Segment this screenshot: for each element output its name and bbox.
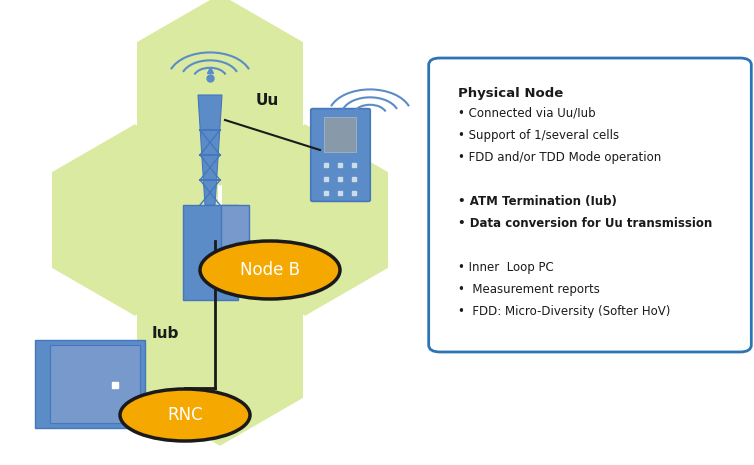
FancyBboxPatch shape <box>429 58 751 352</box>
Text: • ATM Termination (Iub): • ATM Termination (Iub) <box>458 195 617 208</box>
Polygon shape <box>53 125 217 315</box>
Text: • FDD and/or TDD Mode operation: • FDD and/or TDD Mode operation <box>458 151 661 164</box>
FancyBboxPatch shape <box>50 345 140 423</box>
FancyBboxPatch shape <box>35 340 145 428</box>
Text: Iub: Iub <box>152 326 179 340</box>
Polygon shape <box>222 125 388 315</box>
Text: • Inner  Loop PC: • Inner Loop PC <box>458 261 553 274</box>
FancyBboxPatch shape <box>311 109 370 201</box>
Text: Node B: Node B <box>240 261 300 279</box>
Polygon shape <box>138 0 302 185</box>
Ellipse shape <box>120 389 250 441</box>
Polygon shape <box>138 255 302 445</box>
Text: •  FDD: Micro-Diversity (Softer HoV): • FDD: Micro-Diversity (Softer HoV) <box>458 305 670 318</box>
Ellipse shape <box>200 241 340 299</box>
FancyBboxPatch shape <box>324 117 356 152</box>
FancyBboxPatch shape <box>183 205 238 300</box>
FancyBboxPatch shape <box>221 205 249 285</box>
Text: Uu: Uu <box>256 93 279 108</box>
Text: RNC: RNC <box>167 406 203 424</box>
Text: • Support of 1/several cells: • Support of 1/several cells <box>458 129 619 142</box>
Text: Physical Node: Physical Node <box>458 87 563 100</box>
Text: • Connected via Uu/Iub: • Connected via Uu/Iub <box>458 107 596 120</box>
Text: •  Measurement reports: • Measurement reports <box>458 283 600 296</box>
Text: • Data conversion for Uu transmission: • Data conversion for Uu transmission <box>458 217 713 230</box>
Polygon shape <box>198 95 222 205</box>
